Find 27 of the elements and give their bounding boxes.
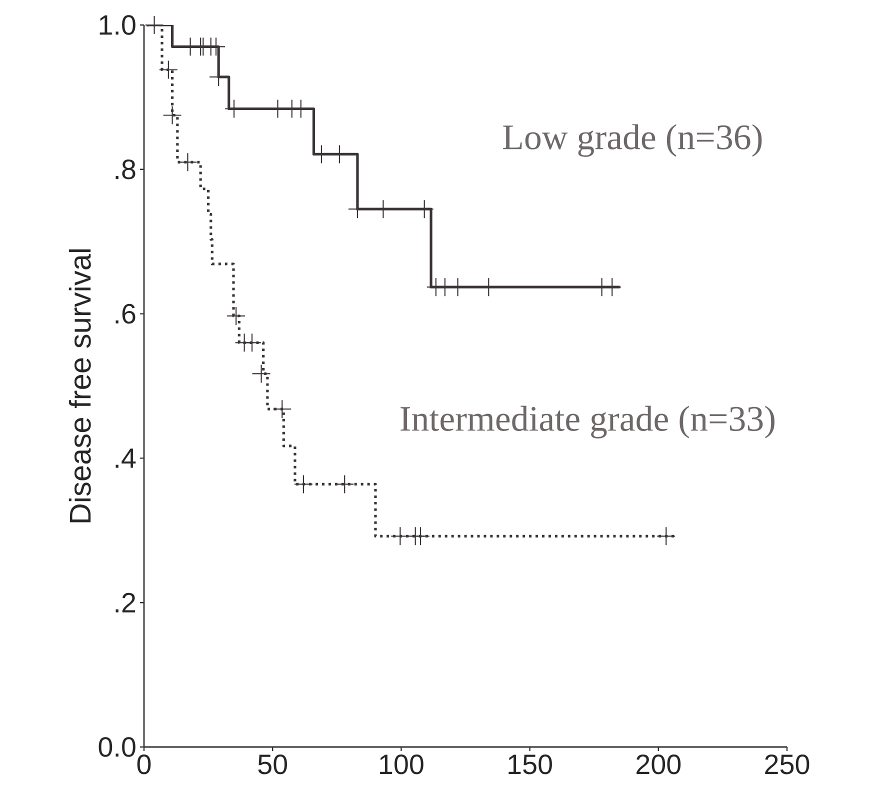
- series-label: Intermediate grade (n=33): [400, 406, 774, 438]
- x-tick-label: 150: [508, 754, 552, 774]
- point: [656, 526, 676, 546]
- point: [335, 474, 354, 494]
- point: [272, 400, 292, 419]
- x-tick-label: 0: [137, 754, 151, 774]
- point: [144, 15, 164, 35]
- y-tick-label: .4: [116, 448, 136, 468]
- y-tick-label: 1.0: [100, 15, 136, 35]
- point: [178, 152, 198, 172]
- point: [226, 306, 246, 326]
- x-tick-label: 100: [380, 754, 424, 774]
- y-axis-title: Disease free survival: [68, 249, 91, 522]
- point: [242, 333, 262, 352]
- text: Low grade (n=36): [503, 124, 762, 157]
- point: [162, 106, 182, 125]
- y-tick-label: .8: [116, 160, 136, 180]
- y-tick-label: .6: [116, 304, 136, 324]
- x-tick-label: 50: [258, 754, 288, 774]
- point: [252, 364, 271, 384]
- y-tick-label: 0.0: [98, 737, 136, 757]
- x-tick-label: 200: [636, 754, 681, 774]
- point: [158, 60, 178, 80]
- point: [410, 526, 430, 546]
- x-tick-label: 250: [765, 754, 810, 774]
- y-tick-label: .2: [116, 592, 136, 612]
- point: [294, 474, 314, 494]
